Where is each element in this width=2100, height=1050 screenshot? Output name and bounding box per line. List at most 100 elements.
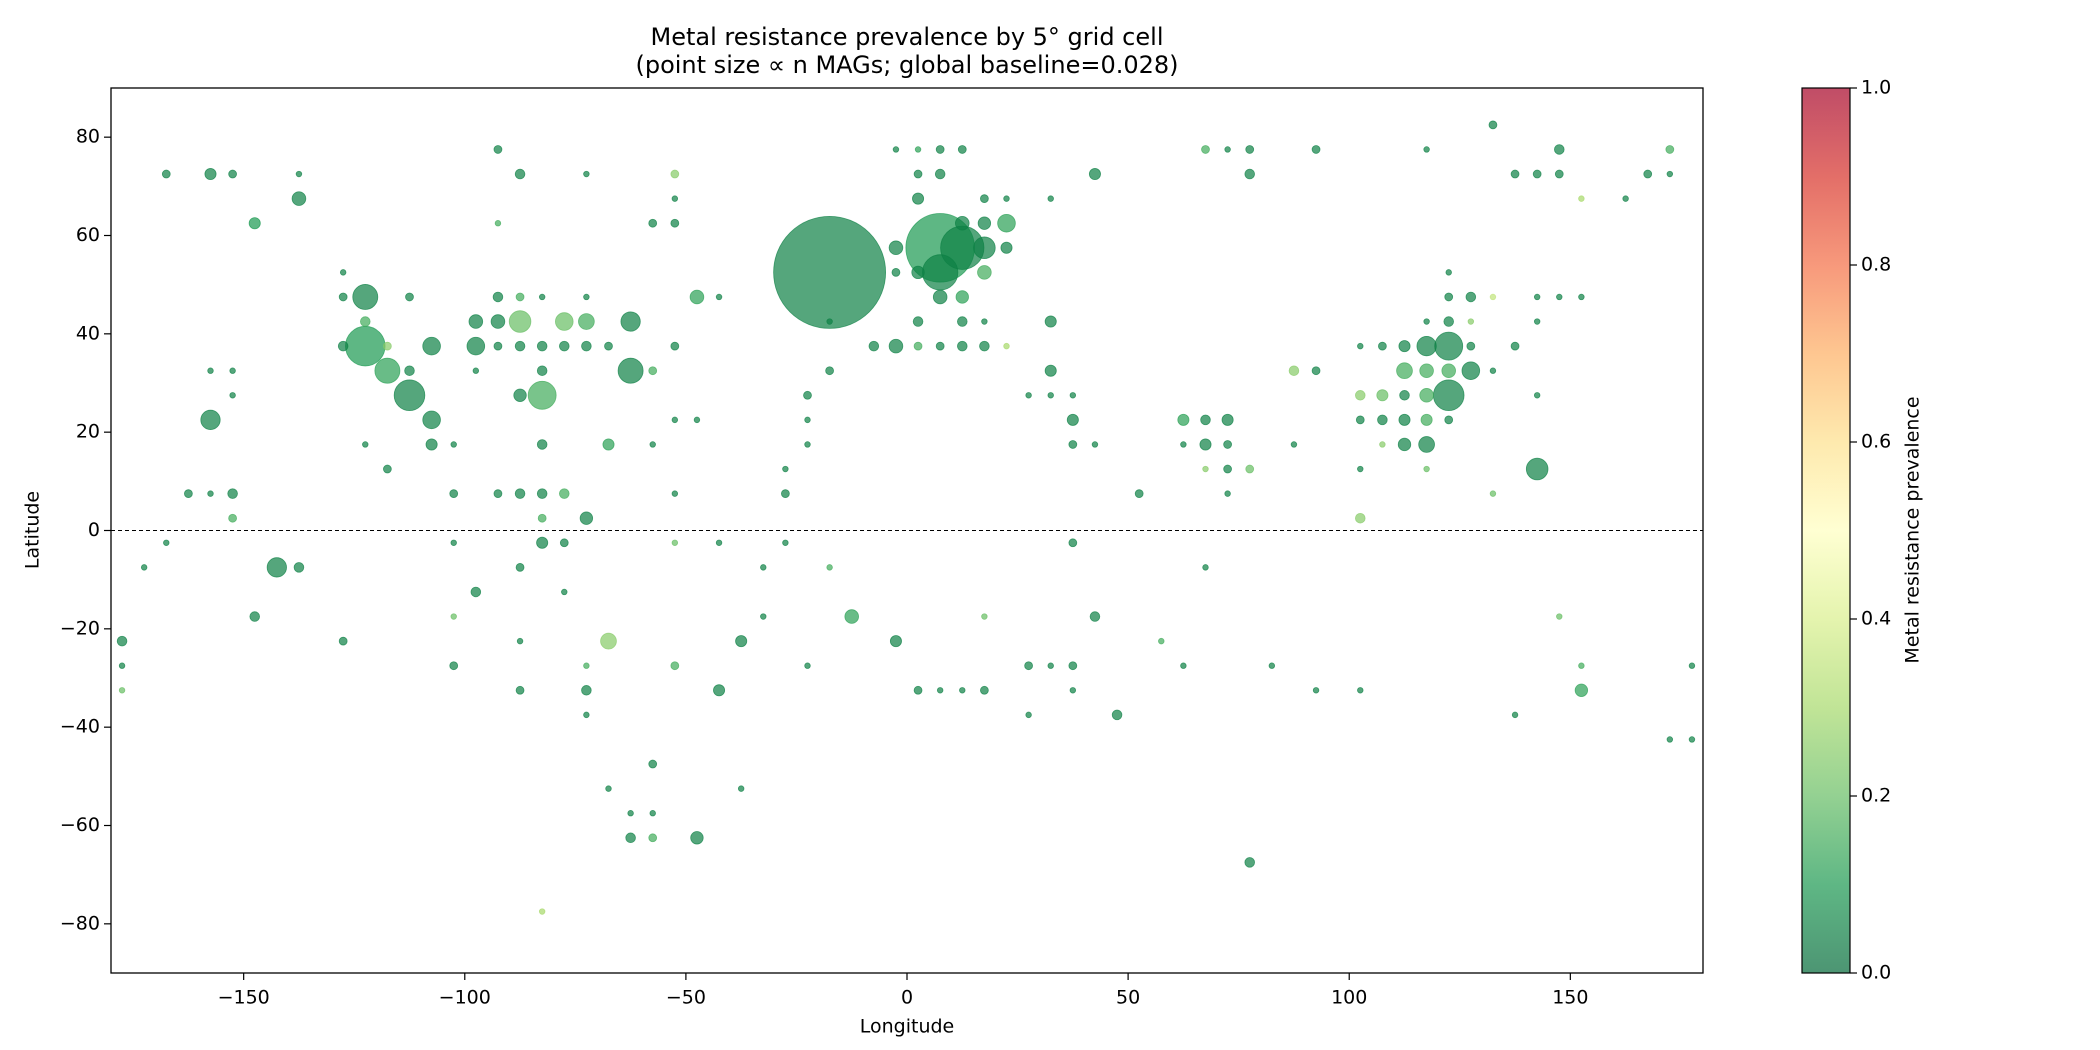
data-point [1111, 709, 1123, 721]
data-point [914, 146, 922, 153]
data-point [781, 489, 790, 498]
data-point [648, 833, 658, 843]
data-point [760, 564, 767, 571]
data-point [118, 687, 126, 694]
data-point [782, 465, 789, 473]
data-point [617, 357, 644, 384]
data-point [493, 341, 503, 351]
data-point [140, 564, 148, 571]
data-point [1088, 168, 1101, 181]
data-point [450, 441, 457, 448]
data-point [1201, 145, 1210, 154]
data-point [1180, 662, 1187, 669]
data-point [508, 310, 532, 333]
data-point [1419, 363, 1434, 378]
y-tick-label: 80 [76, 126, 100, 148]
data-point [713, 684, 726, 697]
data-point [1666, 170, 1674, 178]
data-point [1355, 415, 1365, 425]
data-point [932, 289, 948, 305]
data-point [773, 215, 887, 329]
data-point [735, 635, 748, 648]
data-point [1443, 316, 1454, 327]
data-point [229, 367, 236, 374]
x-tick-label: −100 [439, 987, 491, 1009]
data-point [383, 341, 392, 351]
data-point [1533, 318, 1541, 325]
data-point [671, 539, 679, 546]
data-point [1418, 436, 1435, 453]
data-point [826, 564, 833, 571]
data-point [374, 357, 401, 384]
data-point [293, 562, 305, 573]
data-point [583, 170, 590, 178]
x-tick-label: 50 [1116, 987, 1140, 1009]
data-point [538, 908, 546, 915]
data-point [1643, 169, 1653, 179]
data-point [555, 312, 574, 331]
data-point [981, 613, 988, 620]
data-point [1044, 315, 1057, 328]
data-point [737, 785, 745, 792]
data-point [527, 380, 557, 410]
data-point [1376, 389, 1389, 402]
data-point [1066, 413, 1079, 426]
data-point [670, 341, 680, 351]
data-point [955, 215, 970, 231]
data-point [561, 588, 568, 596]
data-point [1533, 293, 1541, 301]
data-point [1224, 146, 1231, 153]
x-tick-label: −50 [666, 987, 706, 1009]
data-point [1355, 512, 1366, 524]
data-point [1445, 269, 1452, 276]
data-point [627, 810, 634, 817]
data-point [1223, 440, 1232, 449]
data-point [291, 191, 307, 206]
data-point [648, 759, 658, 769]
data-point [1444, 292, 1454, 302]
data-point [1047, 195, 1054, 202]
data-point [468, 314, 484, 329]
data-point [1423, 318, 1430, 325]
data-point [118, 662, 126, 669]
data-point [1488, 120, 1498, 130]
data-point [266, 557, 287, 578]
data-point [493, 489, 503, 498]
data-point [493, 145, 503, 154]
data-point [1158, 637, 1165, 645]
data-point [514, 488, 526, 499]
data-point [1221, 413, 1234, 426]
y-tick-label: −40 [60, 716, 100, 738]
data-point [868, 340, 880, 352]
data-point [352, 284, 379, 310]
data-point [579, 511, 594, 525]
data-point [1461, 361, 1481, 380]
data-point [425, 438, 438, 451]
data-point [1290, 441, 1298, 448]
data-point [934, 168, 946, 180]
data-point [1396, 362, 1413, 380]
data-point [1379, 441, 1386, 448]
y-tick-label: −80 [60, 912, 100, 934]
data-point [228, 513, 237, 523]
y-tick-label: 20 [76, 421, 100, 443]
data-point [583, 293, 590, 301]
y-tick-label: 40 [76, 322, 100, 344]
data-point [1578, 195, 1585, 202]
x-tick-label: −150 [218, 987, 270, 1009]
data-point [339, 269, 347, 276]
data-point [207, 490, 214, 497]
data-point [163, 539, 170, 546]
data-point [1423, 146, 1430, 153]
data-point [1200, 414, 1211, 426]
data-point [559, 340, 570, 352]
data-point [913, 341, 923, 351]
data-point [1665, 145, 1675, 154]
data-point [536, 365, 548, 376]
data-point [1489, 367, 1497, 374]
x-tick-label: 150 [1552, 987, 1588, 1009]
data-point [1089, 611, 1101, 622]
data-point [514, 340, 526, 352]
data-point [891, 268, 901, 277]
